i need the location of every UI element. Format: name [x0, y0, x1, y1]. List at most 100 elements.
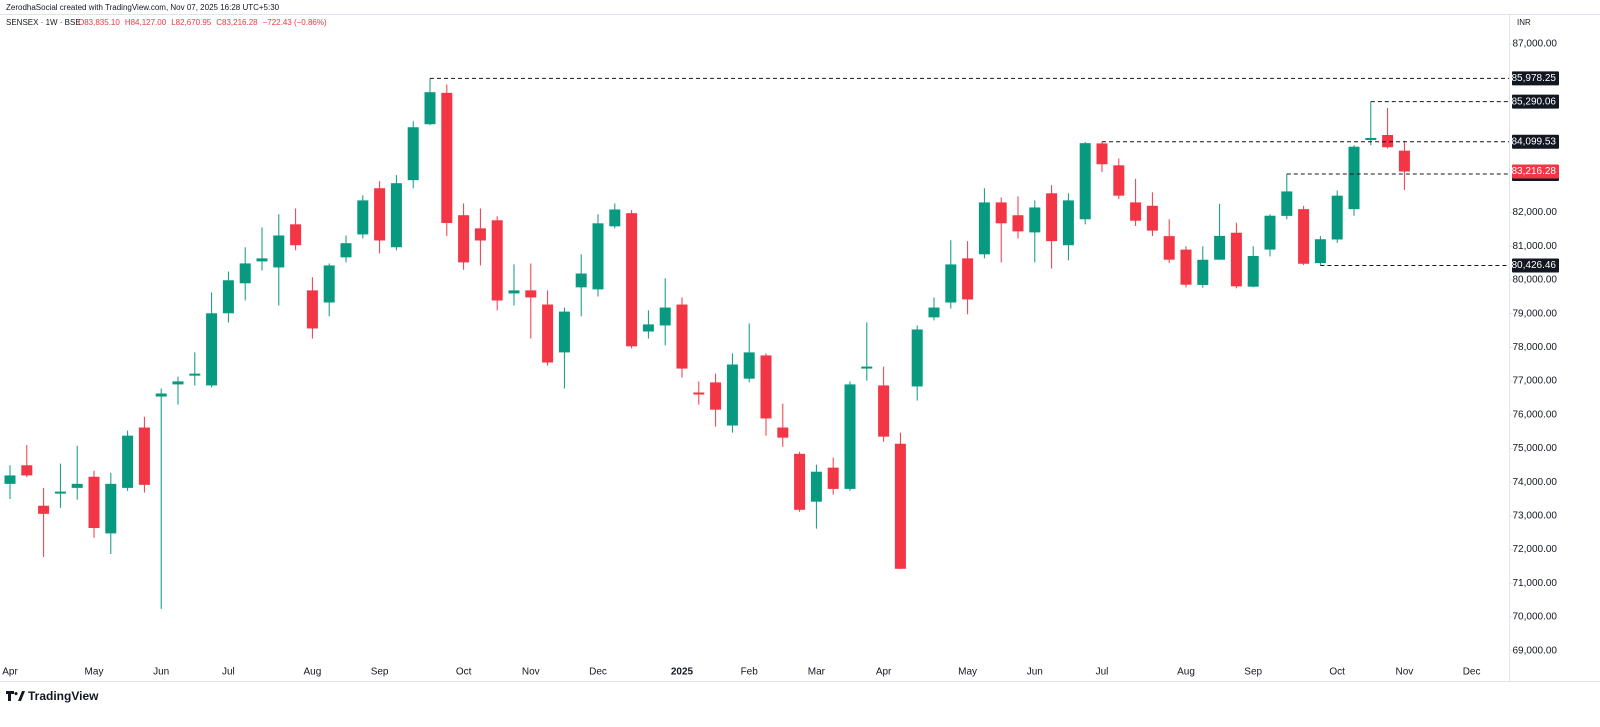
candle-body — [928, 307, 940, 318]
candle-body — [239, 263, 251, 284]
candle-body — [945, 264, 957, 303]
candle-body — [1398, 150, 1410, 172]
brand-logo: TradingView — [6, 689, 99, 703]
price-line-label: 84,099.53 — [1512, 136, 1557, 147]
y-tick-label: 81,000.00 — [1513, 241, 1558, 252]
candle-body — [827, 467, 839, 489]
candle-body — [407, 127, 419, 181]
y-tick-label: 73,000.00 — [1513, 510, 1558, 521]
candle-body — [894, 443, 906, 569]
y-tick-label: 75,000.00 — [1513, 443, 1558, 454]
candle-body — [1264, 215, 1276, 250]
candle-body — [424, 92, 436, 125]
x-tick-label: May — [958, 667, 977, 678]
candle-body — [474, 228, 486, 241]
ohlc-value: L82,670.95 — [171, 18, 212, 27]
candle-body — [794, 453, 806, 510]
last-price-label-box — [1512, 164, 1559, 179]
price-line-label-box — [1512, 134, 1559, 149]
y-tick-label: 72,000.00 — [1513, 544, 1558, 555]
candle-body — [777, 427, 789, 438]
candle-body — [458, 215, 470, 263]
price-line-label: 80,426.46 — [1512, 260, 1557, 271]
x-tick-label: Sep — [1244, 667, 1262, 678]
candle-body — [1214, 235, 1226, 260]
candle-body — [978, 202, 990, 255]
candle-body — [642, 324, 654, 332]
currency: INR — [1517, 18, 1531, 27]
candle-body — [441, 92, 453, 223]
candle-body — [1163, 236, 1175, 260]
brand-icon — [6, 691, 25, 701]
x-tick-label: Aug — [1177, 667, 1195, 678]
y-tick-label: 69,000.00 — [1513, 645, 1558, 656]
y-tick-label: 77,000.00 — [1513, 376, 1558, 387]
x-tick-label: May — [85, 667, 104, 678]
candle-body — [1365, 137, 1377, 141]
candle-body — [878, 385, 890, 437]
candle-body — [609, 209, 621, 227]
candle-body — [676, 304, 688, 369]
candle-body — [1331, 195, 1343, 240]
x-tick-label: 2025 — [671, 667, 694, 678]
x-tick-label: Jun — [153, 667, 169, 678]
candle-body — [155, 393, 167, 397]
candle-body — [1348, 146, 1360, 210]
y-tick-label: 87,000.00 — [1513, 39, 1558, 50]
candle-body — [1281, 191, 1293, 216]
candle-body — [810, 471, 822, 502]
candle-body — [1062, 200, 1074, 246]
candle-body — [743, 352, 755, 379]
candle-body — [172, 381, 184, 385]
candle-body — [542, 304, 554, 363]
candle-body — [71, 483, 83, 488]
candle-body — [222, 280, 234, 314]
candle-body — [206, 313, 218, 386]
candle-body — [626, 213, 638, 347]
candle-body — [1197, 259, 1209, 285]
candle-body — [1230, 232, 1242, 287]
x-tick-label: Dec — [1463, 667, 1481, 678]
candle-body — [1298, 209, 1310, 264]
y-tick-label: 76,000.00 — [1513, 409, 1558, 420]
candle-body — [290, 224, 302, 246]
brand-name: TradingView — [28, 689, 99, 703]
ohlc-value: C83,216.28 — [216, 18, 258, 27]
chart-title: SENSEX · 1W · BSE — [6, 18, 81, 27]
ohlc-value: −722.43 (−0.86%) — [263, 18, 327, 27]
candle-body — [1180, 249, 1192, 285]
x-tick-label: Jun — [1027, 667, 1043, 678]
candle-body — [710, 382, 722, 410]
candle-body — [88, 476, 100, 528]
candle-body — [54, 491, 66, 494]
x-tick-label: Dec — [589, 667, 607, 678]
candle-body — [340, 243, 352, 258]
candle-body — [4, 475, 16, 484]
candle-body — [38, 505, 50, 514]
candle-body — [508, 290, 520, 294]
candle-body — [1113, 165, 1125, 196]
candle-body — [357, 200, 369, 235]
x-tick-label: Jul — [222, 667, 235, 678]
candle-body — [1314, 239, 1326, 264]
price-line-label-box — [1512, 258, 1559, 273]
candle-body — [760, 355, 772, 419]
candle-body — [1130, 202, 1142, 221]
candle-body — [390, 183, 402, 248]
ohlc-value: O83,835.10 — [78, 18, 120, 27]
price-line-label: 85,978.25 — [1512, 73, 1557, 84]
x-tick-label: Oct — [1329, 667, 1345, 678]
last-price-label: 83,216.28 — [1512, 166, 1557, 177]
candle-body — [911, 329, 923, 387]
y-tick-label: 74,000.00 — [1513, 477, 1558, 488]
candle-body — [374, 188, 386, 241]
x-tick-label: Apr — [876, 667, 892, 678]
x-tick-label: Apr — [2, 667, 18, 678]
candle-body — [962, 258, 974, 300]
x-tick-label: Sep — [371, 667, 389, 678]
candle-body — [21, 465, 33, 476]
candle-body — [1146, 205, 1158, 231]
candle-body — [1046, 193, 1058, 242]
candle-body — [1029, 207, 1041, 233]
